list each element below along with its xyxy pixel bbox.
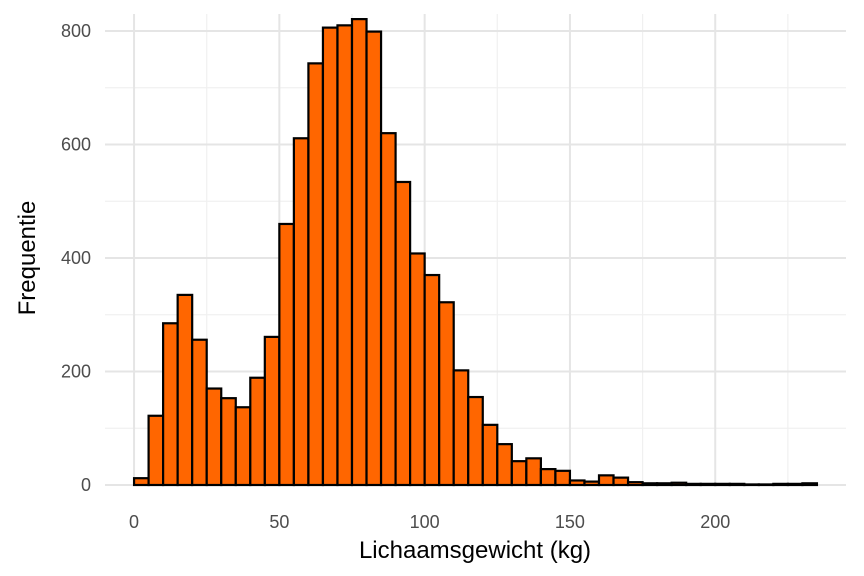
x-tick-label: 150 xyxy=(555,512,585,532)
histogram-bar xyxy=(670,481,688,487)
histogram-bar xyxy=(423,273,441,487)
histogram-bar xyxy=(278,222,295,487)
x-tick-label: 50 xyxy=(269,512,289,532)
histogram-bar xyxy=(307,62,325,487)
histogram-bar xyxy=(743,483,760,487)
histogram-bar xyxy=(191,338,208,487)
histogram-bar xyxy=(438,301,455,487)
histogram-bar xyxy=(220,397,237,487)
y-tick-label: 200 xyxy=(61,362,91,382)
histogram-bar xyxy=(263,335,281,487)
x-tick-label: 200 xyxy=(700,512,730,532)
histogram-bar xyxy=(510,460,528,487)
y-tick-label: 800 xyxy=(61,21,91,41)
histogram-bar xyxy=(321,26,339,487)
histogram-bar xyxy=(714,482,731,487)
histogram-bar xyxy=(176,293,194,487)
histogram-bar xyxy=(205,387,223,487)
histogram-bar xyxy=(147,414,165,487)
histogram-bar xyxy=(481,423,499,487)
y-axis-title: Frequentie xyxy=(14,201,41,316)
histogram-bar xyxy=(728,482,746,487)
histogram-bar xyxy=(365,30,383,487)
histogram-bar xyxy=(234,406,252,487)
histogram-bar xyxy=(801,482,819,487)
histogram-bar xyxy=(467,395,484,487)
histogram-bar xyxy=(583,480,601,487)
x-axis-tick-labels: 0 50 100 150 200 xyxy=(129,512,730,532)
histogram-bar xyxy=(757,483,775,487)
histogram-bar xyxy=(626,481,644,487)
histogram-bar xyxy=(699,482,717,487)
histogram-bar xyxy=(336,24,354,487)
histogram-bar xyxy=(394,180,412,487)
histogram-bar xyxy=(452,369,470,487)
x-tick-label: 0 xyxy=(129,512,139,532)
histogram-bar xyxy=(525,457,542,487)
histogram-bar xyxy=(568,479,586,487)
histogram-bar xyxy=(612,476,630,487)
histogram-bar xyxy=(685,482,702,487)
x-tick-label: 100 xyxy=(410,512,440,532)
y-axis-tick-labels: 0 200 400 600 800 xyxy=(61,21,91,495)
histogram-bar xyxy=(249,376,266,487)
x-axis-title: Lichaamsgewicht (kg) xyxy=(359,537,591,564)
y-tick-label: 400 xyxy=(61,248,91,268)
histogram-bars xyxy=(132,18,819,487)
y-tick-label: 600 xyxy=(61,135,91,155)
histogram-bar xyxy=(772,482,789,487)
histogram-bar xyxy=(379,132,397,487)
histogram-bar xyxy=(786,482,804,487)
histogram-bar xyxy=(132,477,150,487)
histogram-bar xyxy=(554,469,572,487)
histogram-bar xyxy=(350,18,368,487)
histogram-bar xyxy=(597,474,615,487)
histogram-bar xyxy=(292,137,310,487)
histogram-bar xyxy=(162,322,179,487)
histogram-bar xyxy=(656,482,673,487)
histogram-bar xyxy=(539,468,557,487)
histogram-bar xyxy=(496,443,513,487)
histogram-bar xyxy=(641,482,659,487)
y-tick-label: 0 xyxy=(81,475,91,495)
histogram-bar xyxy=(409,252,426,487)
